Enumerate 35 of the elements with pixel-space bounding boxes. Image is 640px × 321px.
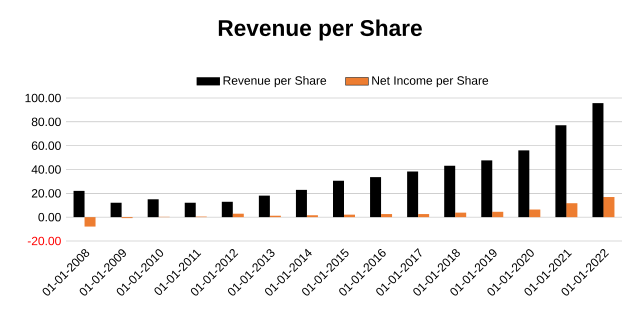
bar (258, 196, 270, 218)
bar (603, 197, 614, 218)
bar (481, 160, 492, 218)
bar (148, 199, 159, 218)
y-tick-label: -20.00 (28, 236, 61, 246)
bar (370, 177, 382, 218)
bar (222, 202, 233, 218)
bar (455, 212, 466, 218)
y-tick-label: 0.00 (38, 212, 61, 222)
bar (407, 172, 418, 218)
bar (184, 202, 196, 218)
bar (518, 150, 530, 218)
y-tick-label: 100.00 (26, 94, 61, 102)
bar (381, 214, 392, 218)
bar (110, 202, 122, 218)
bar (296, 190, 307, 218)
bar (555, 125, 566, 218)
y-tick-label: 20.00 (32, 189, 61, 198)
y-tick-label: 40.00 (32, 165, 61, 174)
bar (84, 217, 96, 227)
legend-label: Revenue per Share (224, 76, 326, 88)
bar (333, 180, 344, 218)
bar (492, 212, 504, 218)
chart-title: Revenue per Share (218, 19, 422, 41)
bar (74, 190, 85, 218)
bar (418, 214, 430, 218)
bar (529, 210, 540, 218)
y-tick-label: 60.00 (32, 141, 61, 150)
bar (344, 214, 355, 218)
bar (444, 166, 456, 218)
bar (592, 103, 604, 218)
y-tick-label: 80.00 (32, 118, 61, 126)
bar (566, 203, 578, 218)
bar (232, 214, 244, 218)
legend-label: Net Income per Share (372, 76, 488, 88)
